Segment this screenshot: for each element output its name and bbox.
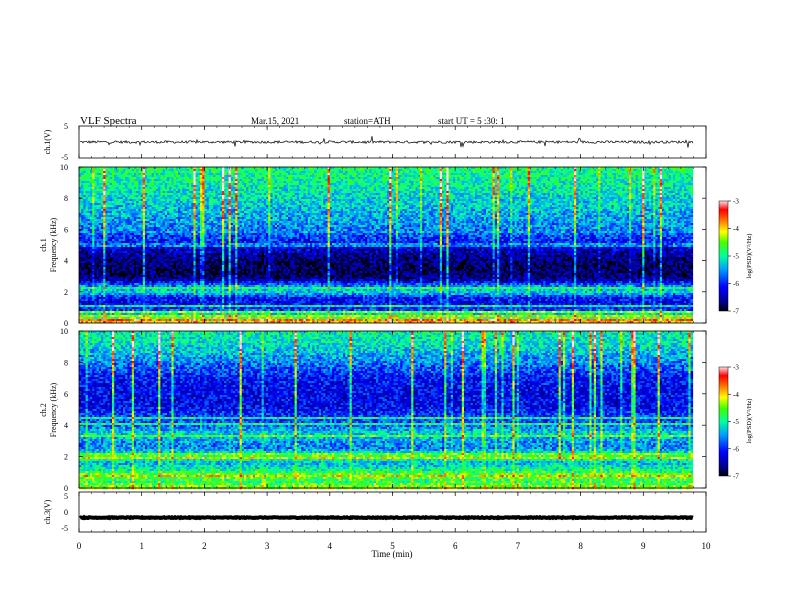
ch3-waveform <box>80 517 693 518</box>
time-axis-tick-label: 7 <box>516 541 521 551</box>
start-ut-label: start UT = 5 :30: 1 <box>438 116 505 126</box>
cb1-ticks-label: -4 <box>733 225 739 233</box>
ch2-spectrogram-ylabel-channel: ch.2 <box>39 403 48 417</box>
spec2-ytick-label: 4 <box>64 421 68 430</box>
cb1-ticks-label: -3 <box>733 198 739 206</box>
figure-title: VLF Spectra <box>80 115 137 127</box>
ch3-panel: 5 0 -5 ch.3(V) <box>43 492 706 533</box>
cb1-ticks-label: -5 <box>733 253 739 261</box>
spec1-ytick-label: 2 <box>64 288 68 297</box>
ch1-colorbar: -3 -4 -5 -6 -7 log(PSD)(V²/Hz) <box>719 198 753 316</box>
ch1-ytick-bottom: -5 <box>61 153 68 162</box>
ch1-panel: 5 -5 ch.1(V) <box>43 122 706 162</box>
cb2-ticks-label: -4 <box>733 391 739 399</box>
ch3-frame <box>79 492 706 532</box>
ch2-colorbar: -3 -4 -5 -6 -7 log(PSD)(V²/Hz) <box>719 364 753 481</box>
time-axis-tick-label: 10 <box>702 541 712 551</box>
time-axis-tick-label: 2 <box>202 541 207 551</box>
time-axis-tick-label: 1 <box>139 541 144 551</box>
ch1-waveform <box>80 136 693 147</box>
spec1-ytick-label: 6 <box>64 225 68 234</box>
time-axis-tick-label: 0 <box>77 541 82 551</box>
ch1-ytick-top: 5 <box>64 122 68 131</box>
cb1-ticks-label: -7 <box>733 308 739 316</box>
ch2-colorbar-ticks: -3 -4 -5 -6 -7 <box>728 364 739 481</box>
spec1-ytick-label: 4 <box>64 257 68 266</box>
ch1-colorbar-scale <box>719 201 728 311</box>
cb1-ticks-label: -6 <box>733 280 739 288</box>
ch2-spectrogram-image <box>79 331 693 489</box>
ch3-ytick-bottom: -5 <box>61 524 68 533</box>
time-axis-tick-label: 6 <box>453 541 458 551</box>
spec2-ytick-label: 6 <box>64 390 68 399</box>
ch2-colorbar-label: log(PSD)(V²/Hz) <box>746 399 753 444</box>
cb2-ticks-label: -7 <box>733 473 739 481</box>
ch3-ytick-mid: 0 <box>64 508 68 517</box>
cb2-ticks-label: -6 <box>733 445 739 453</box>
ch1-colorbar-label: log(PSD)(V²/Hz) <box>746 234 753 279</box>
time-axis-tick-label: 3 <box>265 541 270 551</box>
ch1-spectrogram-ylabel: Frequency (kHz) <box>49 217 58 272</box>
date-label: Mar.15, 2021 <box>251 116 299 126</box>
ch2-colorbar-scale <box>719 367 728 476</box>
time-axis-tick-label: 9 <box>641 541 646 551</box>
station-label: station=ATH <box>344 116 391 126</box>
time-axis-tick-label: 4 <box>328 541 333 551</box>
ch3-ylabel: ch.3(V) <box>43 499 52 524</box>
spec2-ytick-label: 10 <box>60 327 68 336</box>
ch3-ytick-top: 5 <box>64 492 68 501</box>
spec1-ytick-label: 10 <box>60 163 68 172</box>
ch2-spectrogram-ylabel: Frequency (kHz) <box>49 382 58 437</box>
time-axis-label: Time (min) <box>372 549 413 559</box>
cb2-ticks-label: -3 <box>733 364 739 372</box>
ch1-ylabel: ch.1(V) <box>43 129 52 154</box>
spec2-ytick-label: 2 <box>64 453 68 462</box>
spec2-ytick-label: 8 <box>64 358 68 367</box>
cb2-ticks-label: -5 <box>733 418 739 426</box>
spec1-ytick-label: 8 <box>64 194 68 203</box>
ch1-spectrogram-ylabel-channel: ch.1 <box>39 238 48 252</box>
time-axis-tick-label: 8 <box>578 541 583 551</box>
ch1-spectrogram-image <box>79 167 693 323</box>
ch1-colorbar-ticks: -3 -4 -5 -6 -7 <box>728 198 739 316</box>
